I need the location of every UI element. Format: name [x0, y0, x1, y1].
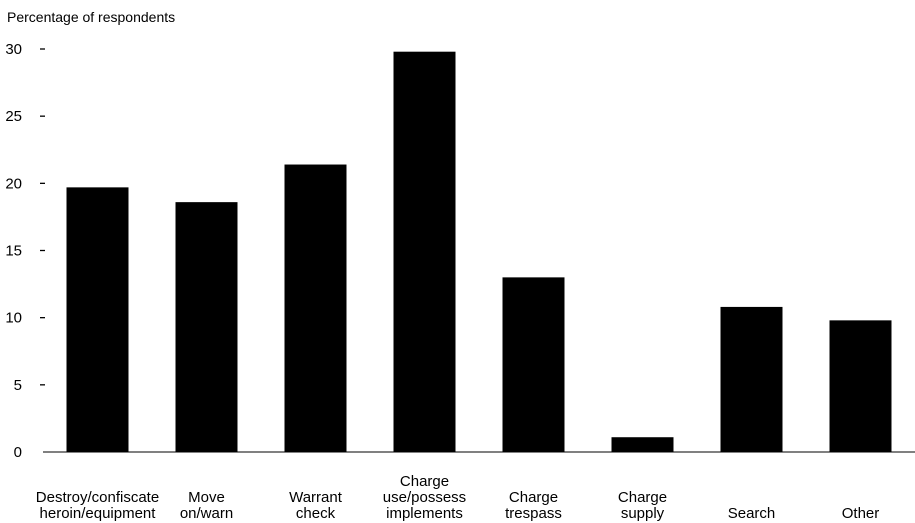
bar — [829, 320, 892, 452]
x-category-label-line: use/possess — [383, 489, 466, 506]
x-category-label: Move on/warn — [180, 489, 233, 522]
x-category-label-line: implements — [386, 505, 463, 522]
bar — [284, 164, 347, 452]
x-category-label-line: check — [296, 505, 336, 522]
x-category-label-line: heroin/equipment — [40, 505, 157, 522]
x-category-label: Destroy/confiscate heroin/equipment — [36, 489, 159, 522]
x-category-label-line: Destroy/confiscate — [36, 489, 159, 506]
x-category-label-line: Warrant — [289, 489, 343, 506]
bar — [502, 277, 565, 452]
y-tick-label: 0 — [14, 444, 22, 461]
x-category-label-line: on/warn — [180, 505, 233, 522]
y-tick-label: 10 — [5, 310, 22, 327]
x-category-label-line: Other — [842, 505, 880, 522]
bar — [66, 187, 129, 452]
x-category-label: Other — [842, 505, 880, 522]
x-category-label: Search — [728, 505, 776, 522]
x-category-label-line: trespass — [505, 505, 562, 522]
x-category-label-line: Charge — [400, 473, 449, 490]
x-category-label: Charge supply — [618, 489, 667, 522]
x-category-label: Charge use/possess implements — [383, 473, 466, 522]
y-tick-label: 5 — [14, 377, 22, 394]
x-axis-category-labels: Destroy/confiscate heroin/equipment Move on… — [36, 473, 879, 522]
bar — [611, 437, 674, 452]
y-tick-label: 30 — [5, 41, 22, 58]
y-axis: 0 5 10 15 20 25 30 — [5, 41, 45, 461]
x-category-label-line: Charge — [618, 489, 667, 506]
y-tick-label: 25 — [5, 108, 22, 125]
bar — [720, 306, 783, 452]
y-tick-label: 20 — [5, 175, 22, 192]
x-category-label-line: supply — [621, 505, 665, 522]
x-category-label: Warrant check — [289, 489, 343, 522]
x-category-label-line: Move — [188, 489, 225, 506]
x-category-label: Charge trespass — [505, 489, 562, 522]
y-tick-label: 15 — [5, 243, 22, 260]
bars — [66, 51, 892, 452]
y-axis-label: Percentage of respondents — [7, 9, 175, 25]
x-category-label-line: Search — [728, 505, 776, 522]
x-category-label-line: Charge — [509, 489, 558, 506]
bar — [393, 51, 456, 452]
bar — [175, 202, 238, 452]
